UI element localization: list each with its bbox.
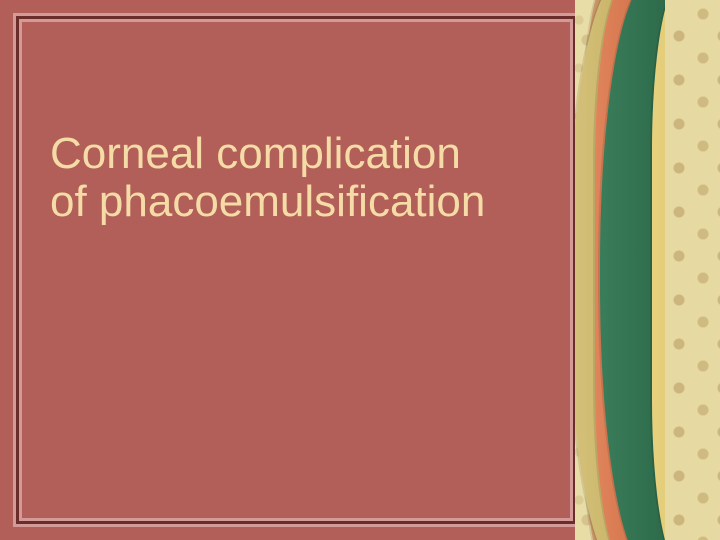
ornament-band — [575, 0, 720, 540]
title-line-1: Corneal complication — [50, 130, 570, 178]
ornament-floral-right — [665, 0, 720, 540]
content-frame — [16, 16, 576, 524]
title-block: Corneal complication of phacoemulsificat… — [50, 130, 570, 227]
title-line-2: of phacoemulsification — [50, 178, 570, 226]
slide: Corneal complication of phacoemulsificat… — [0, 0, 720, 540]
